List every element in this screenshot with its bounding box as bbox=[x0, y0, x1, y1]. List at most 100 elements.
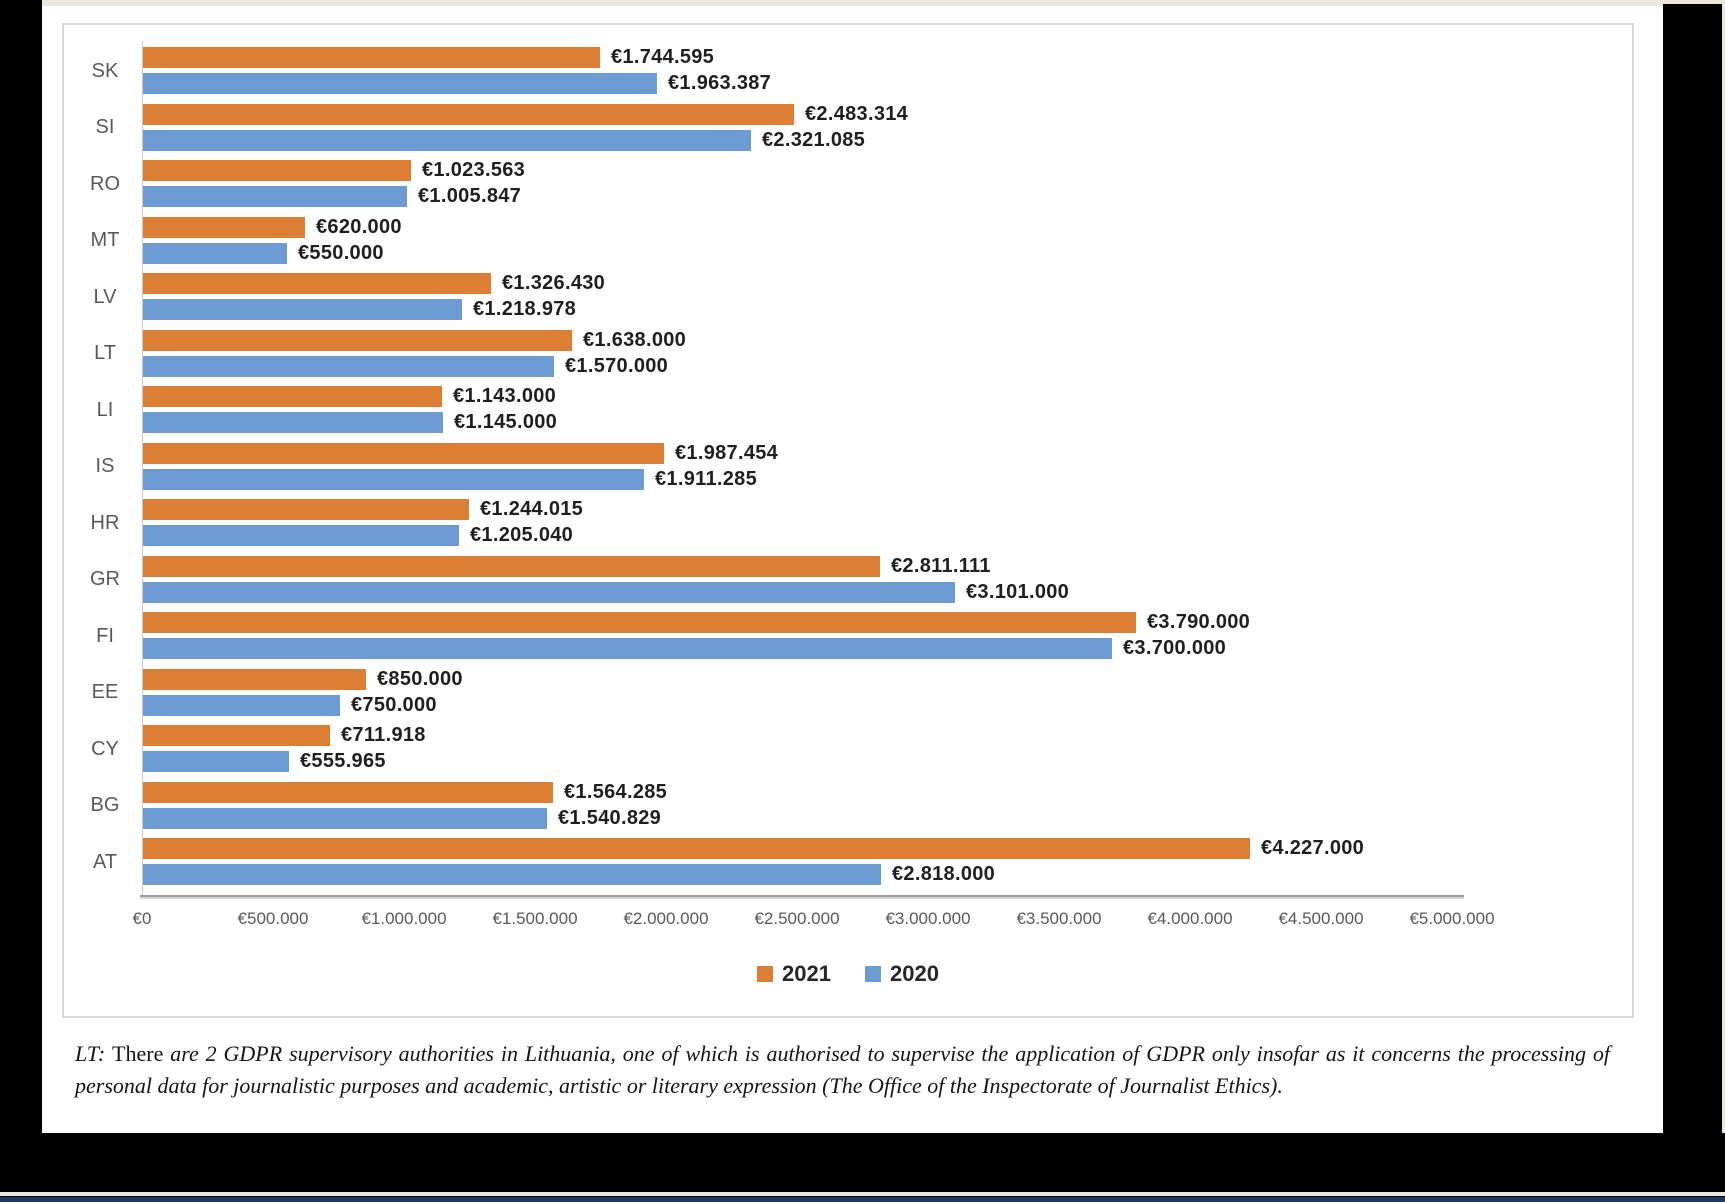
bar-value-label-lt-2021: €1.638.000 bbox=[583, 328, 687, 351]
category-label-gr: GR bbox=[90, 568, 120, 590]
bar-value-label-sk-2021: €1.744.595 bbox=[611, 46, 715, 68]
bar-li-2021 bbox=[143, 386, 442, 407]
bar-value-label-sk-2020: €1.963.387 bbox=[668, 72, 772, 94]
category-label-lt: LT bbox=[94, 342, 116, 364]
category-label-cy: CY bbox=[91, 737, 119, 760]
bar-value-label-bg-2021: €1.564.285 bbox=[564, 780, 668, 803]
y-axis-line bbox=[142, 41, 143, 895]
bar-at-2020 bbox=[143, 864, 881, 885]
bar-at-2021 bbox=[143, 838, 1250, 859]
bar-value-label-li-2021: €1.143.000 bbox=[453, 385, 557, 407]
legend-label-2021: 2021 bbox=[782, 961, 831, 986]
bar-lt-2020 bbox=[143, 355, 554, 377]
legend-label-2020: 2020 bbox=[890, 961, 939, 986]
x-tick-label-5: €2.500.000 bbox=[754, 908, 840, 928]
legend-swatch-2021 bbox=[757, 966, 774, 982]
bar-ee-2020 bbox=[143, 694, 340, 716]
bar-value-label-hr-2021: €1.244.015 bbox=[480, 498, 584, 520]
bar-hr-2021 bbox=[143, 499, 469, 520]
legend-item-2020: 2020 bbox=[865, 961, 939, 987]
bar-value-label-si-2020: €2.321.085 bbox=[762, 128, 866, 151]
category-label-fi: FI bbox=[96, 624, 114, 647]
bar-si-2021 bbox=[143, 103, 794, 125]
bar-value-label-mt-2020: €550.000 bbox=[298, 241, 384, 264]
category-label-is: IS bbox=[95, 455, 115, 477]
x-tick-label-3: €1.500.000 bbox=[492, 908, 578, 928]
bar-value-label-mt-2021: €620.000 bbox=[316, 215, 402, 238]
category-label-bg: BG bbox=[90, 794, 120, 816]
category-label-ro: RO bbox=[90, 172, 120, 195]
bar-value-label-lv-2021: €1.326.430 bbox=[502, 272, 606, 294]
x-tick-label-9: €4.500.000 bbox=[1278, 908, 1364, 928]
bar-mt-2020 bbox=[143, 242, 287, 264]
bar-value-label-is-2021: €1.987.454 bbox=[675, 441, 779, 464]
x-tick-label-0: €0 bbox=[132, 908, 152, 928]
bar-fi-2020 bbox=[143, 638, 1112, 659]
x-tick-label-8: €4.000.000 bbox=[1147, 908, 1233, 928]
bar-bg-2021 bbox=[143, 781, 553, 803]
bar-lv-2020 bbox=[143, 299, 462, 320]
bar-value-label-ee-2021: €850.000 bbox=[377, 667, 463, 690]
bar-cy-2020 bbox=[143, 751, 289, 772]
legend-swatch-2020 bbox=[865, 966, 881, 982]
scan-border-left bbox=[0, 0, 42, 1202]
bar-value-label-gr-2021: €2.811.111 bbox=[891, 554, 991, 577]
bar-value-label-lt-2020: €1.570.000 bbox=[565, 354, 669, 377]
plot-area: SK €1.744.595 €1.963.387 SI €2.483.314 €2.321… bbox=[64, 25, 1632, 1016]
scan-border-right bbox=[1663, 4, 1722, 1202]
legend-item-2021: 2021 bbox=[757, 961, 831, 987]
bar-ro-2021 bbox=[143, 160, 411, 181]
bar-hr-2020 bbox=[143, 525, 459, 546]
bar-value-label-lv-2020: €1.218.978 bbox=[473, 298, 577, 320]
x-tick-label-1: €500.000 bbox=[237, 908, 309, 928]
scan-border-bottom bbox=[0, 1133, 1725, 1202]
bar-mt-2021 bbox=[143, 216, 305, 238]
bar-value-label-ro-2021: €1.023.563 bbox=[422, 159, 526, 181]
x-axis-line bbox=[140, 894, 1464, 897]
footnote-mid: There bbox=[112, 1041, 171, 1066]
footnote-prefix: LT: bbox=[75, 1041, 113, 1066]
bar-cy-2021 bbox=[143, 725, 330, 746]
bar-value-label-fi-2020: €3.700.000 bbox=[1123, 637, 1227, 659]
x-tick-label-7: €3.500.000 bbox=[1016, 908, 1102, 928]
bar-value-label-ro-2020: €1.005.847 bbox=[418, 185, 522, 207]
bar-value-label-at-2021: €4.227.000 bbox=[1261, 837, 1365, 859]
category-label-si: SI bbox=[95, 116, 115, 138]
bar-gr-2021 bbox=[143, 555, 880, 577]
x-tick-label-2: €1.000.000 bbox=[361, 908, 447, 928]
bar-fi-2021 bbox=[143, 612, 1136, 633]
bar-value-label-bg-2020: €1.540.829 bbox=[558, 806, 662, 829]
category-label-sk: SK bbox=[91, 59, 119, 82]
footnote-body: are 2 GDPR supervisory authorities in Li… bbox=[75, 1041, 1610, 1098]
category-label-hr: HR bbox=[90, 511, 120, 534]
bar-ee-2021 bbox=[143, 668, 366, 690]
chart-legend: 2021 2020 bbox=[64, 961, 1632, 987]
bar-sk-2021 bbox=[143, 47, 600, 68]
bar-value-label-cy-2020: €555.965 bbox=[300, 750, 386, 772]
bar-value-label-cy-2021: €711.918 bbox=[341, 724, 426, 746]
x-tick-label-4: €2.000.000 bbox=[623, 908, 709, 928]
bar-sk-2020 bbox=[143, 73, 657, 94]
bar-is-2020 bbox=[143, 468, 644, 490]
bar-value-label-at-2020: €2.818.000 bbox=[892, 863, 996, 885]
page-top-margin bbox=[0, 0, 1725, 6]
category-label-ee: EE bbox=[91, 681, 119, 703]
bar-si-2020 bbox=[143, 129, 751, 151]
bar-value-label-ee-2020: €750.000 bbox=[351, 693, 437, 716]
x-tick-label-10: €5.000.000 bbox=[1409, 908, 1495, 928]
bar-bg-2020 bbox=[143, 807, 547, 829]
footnote-text: LT: There are 2 GDPR supervisory authori… bbox=[75, 1038, 1610, 1102]
bottom-beige-line bbox=[0, 1192, 1725, 1196]
bar-lt-2021 bbox=[143, 329, 572, 351]
category-label-li: LI bbox=[96, 398, 114, 421]
bar-value-label-si-2021: €2.483.314 bbox=[805, 102, 909, 125]
bar-ro-2020 bbox=[143, 186, 407, 207]
category-label-mt: MT bbox=[90, 229, 120, 251]
budget-bar-chart: SK €1.744.595 €1.963.387 SI €2.483.314 €2.321… bbox=[62, 23, 1634, 1018]
bar-value-label-fi-2021: €3.790.000 bbox=[1147, 611, 1251, 633]
bar-value-label-li-2020: €1.145.000 bbox=[454, 411, 558, 433]
bar-is-2021 bbox=[143, 442, 664, 464]
category-label-at: AT bbox=[92, 850, 118, 873]
x-tick-label-6: €3.000.000 bbox=[885, 908, 971, 928]
